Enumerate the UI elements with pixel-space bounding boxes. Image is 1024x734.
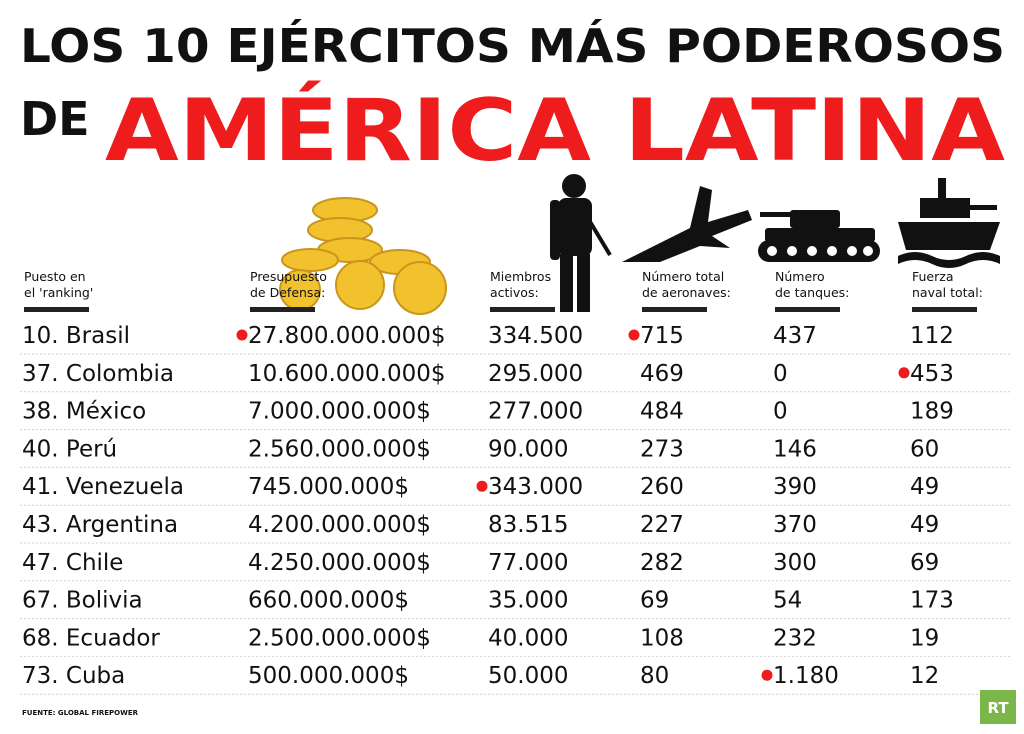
table-cell: 469: [640, 361, 684, 387]
header-underline: [250, 307, 315, 312]
jet-icon: [622, 186, 752, 262]
table-cell: 1.180: [773, 663, 839, 689]
tank-icon: [758, 210, 880, 262]
table-cell: 73. Cuba: [22, 663, 125, 689]
table-cell: 19: [910, 625, 939, 651]
table-cell: 0: [773, 361, 788, 387]
column-header: de tanques:: [775, 285, 849, 300]
table-cell: 10.600.000.000$: [248, 361, 446, 387]
table-cell: 40.000: [488, 625, 568, 651]
header-underline: [490, 307, 555, 312]
column-header: Número total: [642, 269, 724, 284]
table-cell: 112: [910, 323, 954, 349]
table-cell: 390: [773, 474, 817, 500]
table-cell: 4.200.000.000$: [248, 512, 431, 538]
table-cell: 745.000.000$: [248, 474, 409, 500]
table-cell: 40. Perú: [22, 436, 117, 462]
header-underline: [642, 307, 707, 312]
table-cell: 69: [910, 550, 939, 576]
column-header: de Defensa:: [250, 285, 325, 300]
table-cell: 295.000: [488, 361, 583, 387]
table-cell: 60: [910, 436, 939, 462]
table-cell: 273: [640, 436, 684, 462]
table-cell: 80: [640, 663, 669, 689]
column-header: Presupuesto: [250, 269, 327, 284]
highlight-dot: [476, 480, 488, 492]
table-cell: 35.000: [488, 588, 568, 614]
table-cell: 343.000: [488, 474, 583, 500]
title-line: LOS 10 EJÉRCITOS MÁS PODEROSOS: [20, 19, 1005, 73]
table-cell: 69: [640, 588, 669, 614]
table-cell: 68. Ecuador: [22, 625, 160, 651]
header-underline: [912, 307, 977, 312]
table-cell: 173: [910, 588, 954, 614]
header-underline: [775, 307, 840, 312]
table-cell: 10. Brasil: [22, 323, 130, 349]
table-cell: 108: [640, 625, 684, 651]
table-cell: 83.515: [488, 512, 568, 538]
column-header: Fuerza: [912, 269, 953, 284]
table-cell: 370: [773, 512, 817, 538]
table-cell: 282: [640, 550, 684, 576]
table-cell: 334.500: [488, 323, 583, 349]
table-cell: 277.000: [488, 399, 583, 425]
highlight-dot: [628, 329, 640, 341]
column-header: el 'ranking': [24, 285, 93, 300]
table-cell: 77.000: [488, 550, 568, 576]
table-cell: 12: [910, 663, 939, 689]
table-cell: 90.000: [488, 436, 568, 462]
table-cell: 49: [910, 512, 939, 538]
logo-box: [980, 690, 1016, 724]
table-cell: 715: [640, 323, 684, 349]
table-cell: 2.500.000.000$: [248, 625, 431, 651]
table-cell: 54: [773, 588, 802, 614]
highlight-dot: [761, 669, 773, 681]
soldier-icon: [550, 174, 612, 312]
table-cell: 500.000.000$: [248, 663, 409, 689]
table-cell: 189: [910, 399, 954, 425]
table-cell: 67. Bolivia: [22, 588, 143, 614]
table-cell: 47. Chile: [22, 550, 123, 576]
table-cell: 260: [640, 474, 684, 500]
table-cell: 0: [773, 399, 788, 425]
logo: RT: [987, 699, 1009, 717]
table-cell: 300: [773, 550, 817, 576]
table-cell: 38. México: [22, 399, 146, 425]
column-header: naval total:: [912, 285, 983, 300]
table-cell: 49: [910, 474, 939, 500]
table-cell: 4.250.000.000$: [248, 550, 431, 576]
table-cell: 484: [640, 399, 684, 425]
table-cell: 7.000.000.000$: [248, 399, 431, 425]
table-cell: 437: [773, 323, 817, 349]
column-header: Número: [775, 269, 825, 284]
table-cell: 43. Argentina: [22, 512, 178, 538]
table-cell: 2.560.000.000$: [248, 436, 431, 462]
highlight-dot: [236, 329, 248, 341]
ship-icon: [898, 178, 1000, 268]
table-cell: 660.000.000$: [248, 588, 409, 614]
table-cell: 37. Colombia: [22, 361, 174, 387]
column-header: Miembros: [490, 269, 551, 284]
table-cell: 50.000: [488, 663, 568, 689]
column-header: activos:: [490, 285, 539, 300]
table-cell: 27.800.000.000$: [248, 323, 446, 349]
header-underline: [24, 307, 89, 312]
table-cell: 227: [640, 512, 684, 538]
table-cell: 453: [910, 361, 954, 387]
table-cell: 41. Venezuela: [22, 474, 184, 500]
coins-icon: [279, 197, 447, 315]
source: FUENTE: GLOBAL FIREPOWER: [22, 709, 139, 717]
table-cell: 146: [773, 436, 817, 462]
column-header: Puesto en: [24, 269, 86, 284]
title-de: DE: [20, 92, 90, 146]
table-cell: 232: [773, 625, 817, 651]
column-header: de aeronaves:: [642, 285, 731, 300]
title-highlight: AMÉRICA LATINA: [105, 80, 1005, 181]
highlight-dot: [898, 367, 910, 379]
